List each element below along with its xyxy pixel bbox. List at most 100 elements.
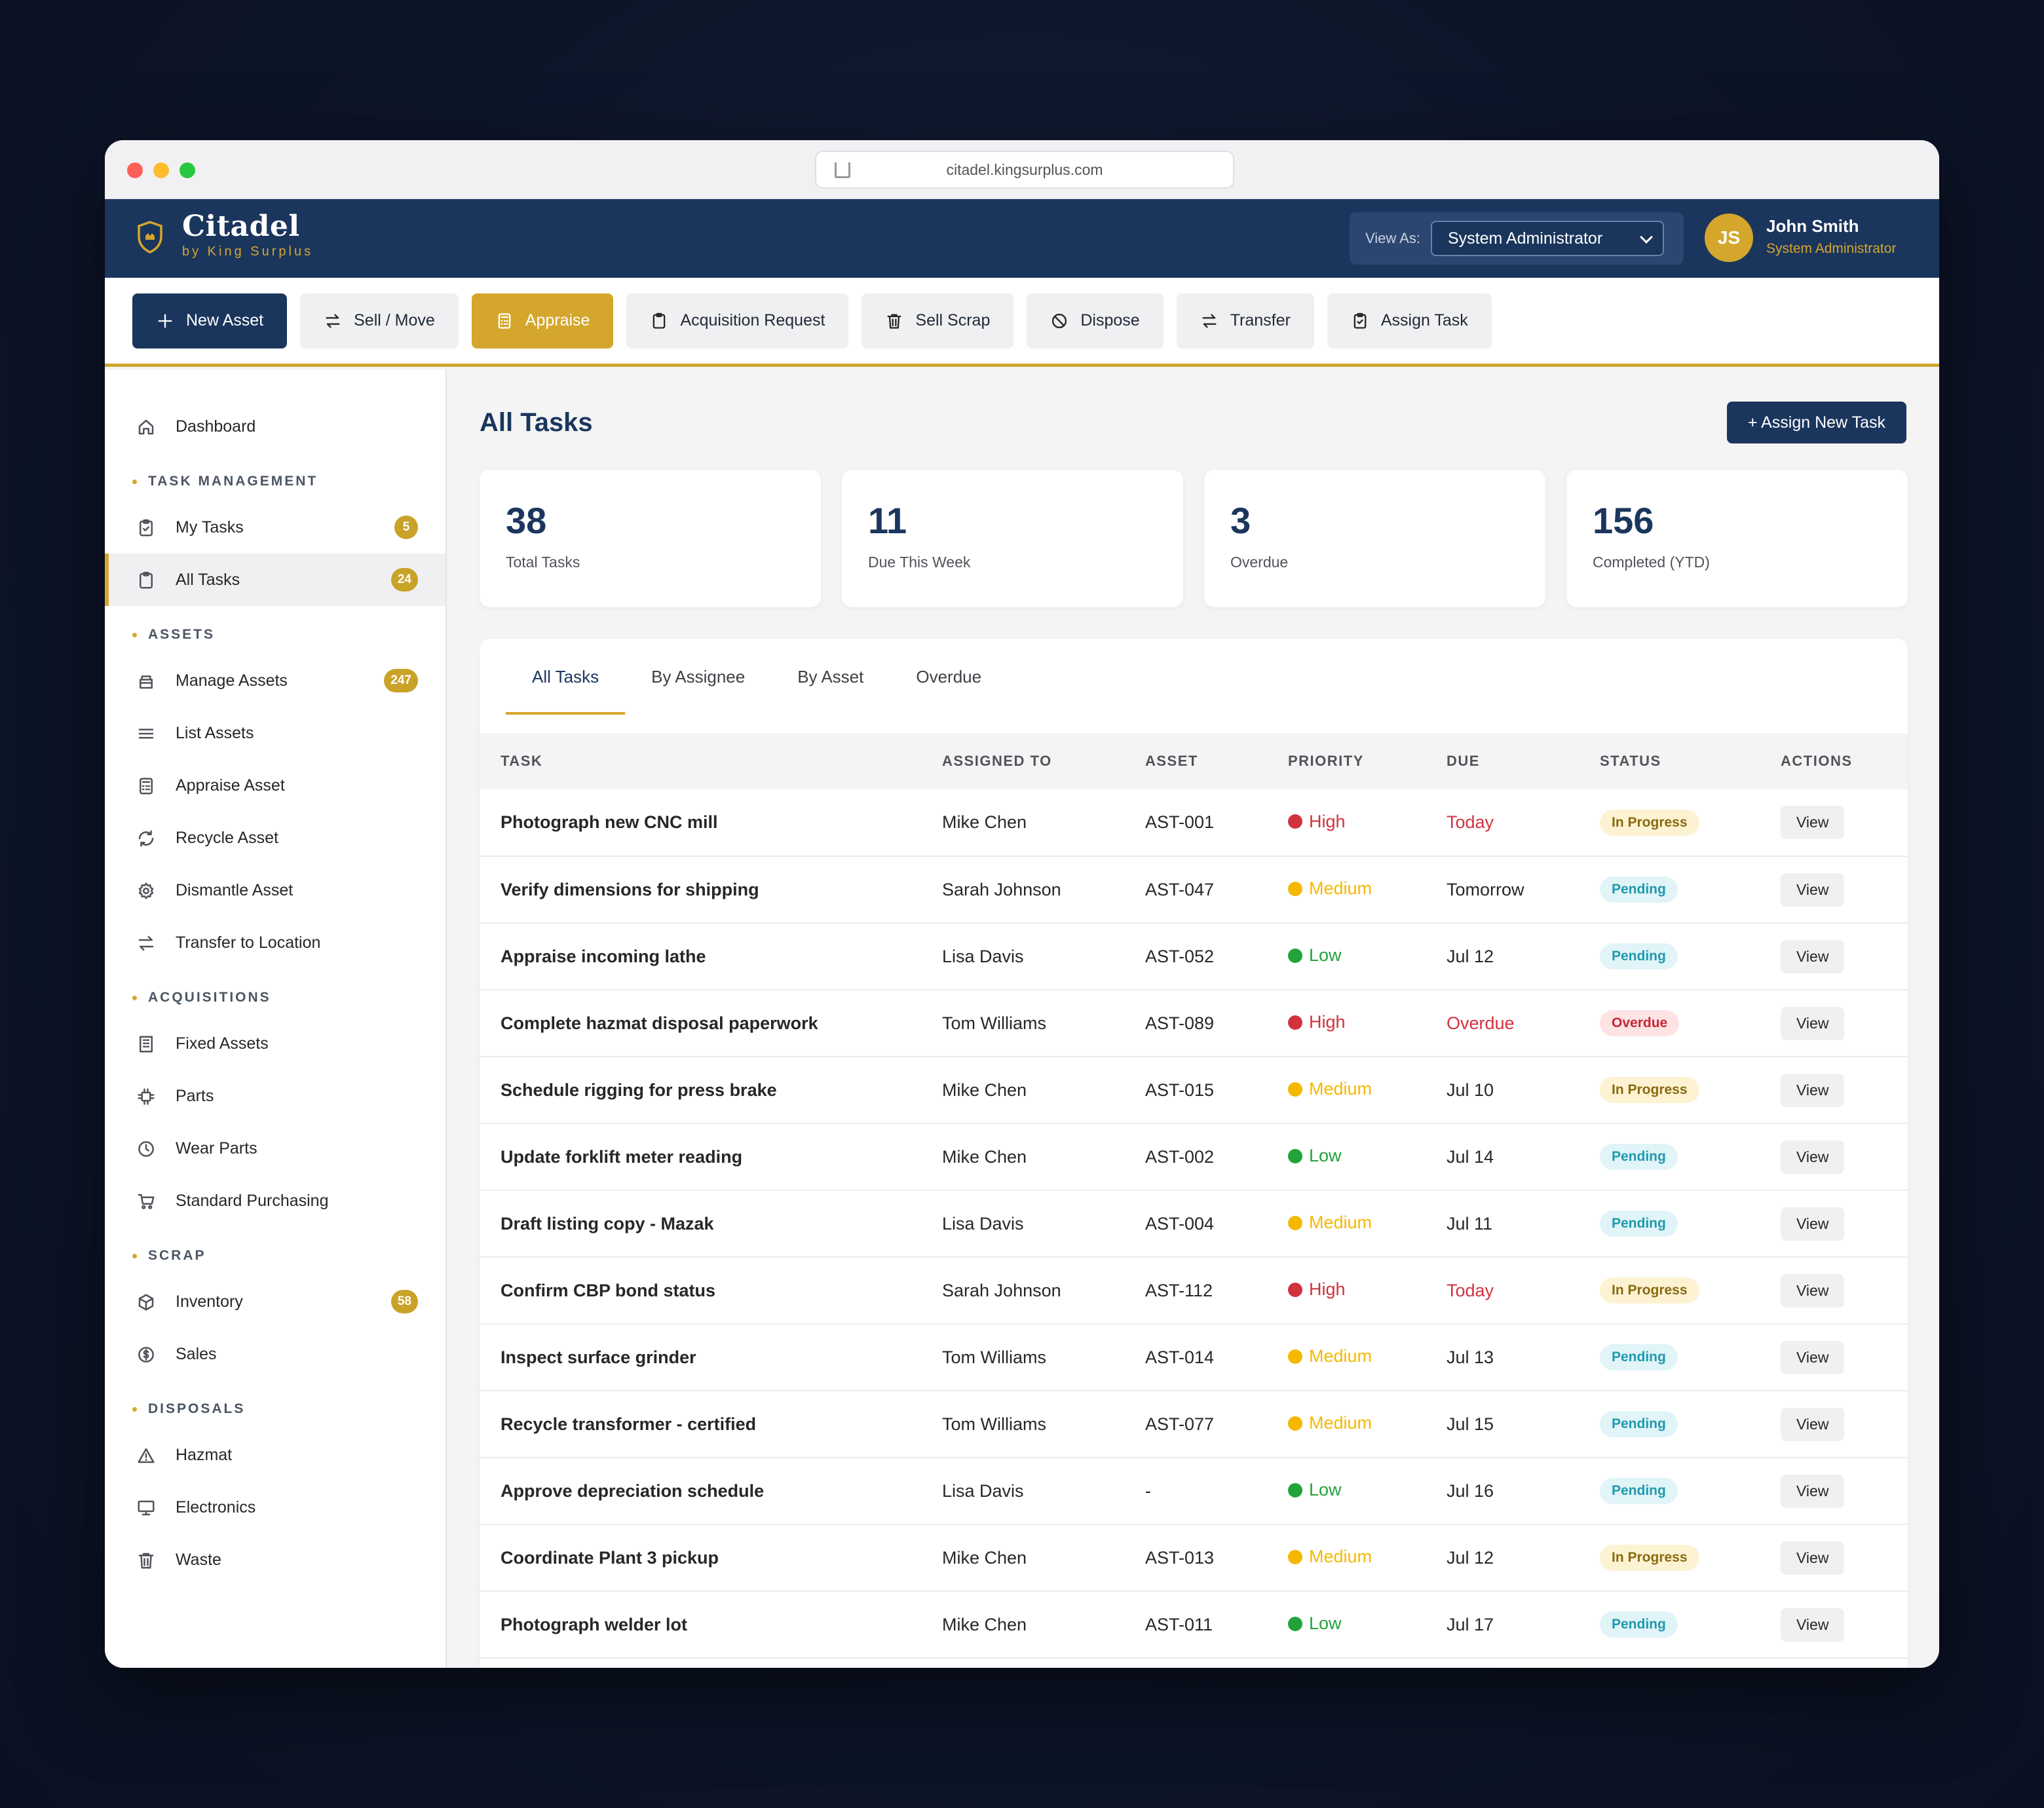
new-asset-button[interactable]: New Asset [132,293,288,348]
sidebar-item-label: Manage Assets [176,671,288,690]
sidebar-item-fixed-assets[interactable]: Fixed Assets [105,1017,445,1070]
priority-label: Medium [1309,1346,1372,1366]
table-row[interactable]: Recycle transformer - certified Tom Willi… [480,1391,1908,1458]
view-button[interactable]: View [1781,806,1845,839]
view-as-value: System Administrator [1447,229,1603,248]
tab-by-assignee[interactable]: By Assignee [651,666,746,687]
view-as-select[interactable]: System Administrator [1430,221,1664,256]
column-header-due[interactable]: DUE [1447,753,1480,769]
sell-scrap-button[interactable]: Sell Scrap [861,293,1014,348]
column-header-task[interactable]: TASK [501,753,543,769]
address-bar[interactable]: citadel.kingsurplus.com [815,151,1234,189]
table-row[interactable]: Confirm CBP bond status Sarah Johnson AST-… [480,1257,1908,1325]
view-as-control: View As: System Administrator [1350,212,1684,265]
clipboard-icon [140,571,153,589]
sidebar-item-waste[interactable]: Waste [105,1534,445,1586]
assign-new-task-button[interactable]: + Assign New Task [1726,402,1906,443]
view-button[interactable]: View [1781,1273,1845,1308]
close-window-button[interactable] [127,162,143,178]
avatar[interactable]: JS [1705,214,1753,262]
appraise-button[interactable]: Appraise [471,293,614,348]
view-button[interactable]: View [1781,873,1845,907]
table-row[interactable]: Inspect surface grinder Tom Williams AST-0… [480,1324,1908,1391]
sidebar-item-standard-purchasing[interactable]: Standard Purchasing [105,1175,445,1227]
view-button[interactable]: View [1781,1474,1845,1508]
maximize-window-button[interactable] [180,162,195,178]
status-badge: In Progress [1600,1277,1699,1304]
table-row[interactable]: Draft listing copy - Mazak Lisa Davis AST-… [480,1190,1908,1258]
sidebar-item-dashboard[interactable]: Dashboard [105,400,445,453]
task-name: Appraise incoming lathe [480,923,942,990]
view-button[interactable]: View [1781,1608,1845,1642]
sidebar-item-electronics[interactable]: Electronics [105,1481,445,1534]
table-row[interactable]: Approve depreciation schedule Lisa Davis -… [480,1458,1908,1525]
table-row[interactable]: Complete hazmat disposal paperwork Tom Wi… [480,990,1908,1057]
view-button[interactable]: View [1781,939,1845,973]
sidebar-item-dismantle-asset[interactable]: Dismantle Asset [105,864,445,916]
minimize-window-button[interactable] [153,162,169,178]
stat-value: 38 [506,500,547,541]
status-cell: Overdue [1600,990,1781,1057]
transfer-button[interactable]: Transfer [1176,293,1314,348]
status-badge: Pending [1600,1611,1678,1638]
table-row[interactable]: Photograph new CNC mill Mike Chen AST-001 H… [480,789,1908,857]
table-row[interactable]: Appraise incoming lathe Lisa Davis AST-052… [480,923,1908,990]
stat-label: Overdue [1230,554,1289,571]
column-header-status[interactable]: STATUS [1600,753,1661,769]
priority-cell: Medium [1288,1391,1447,1458]
tab-by-asset[interactable]: By Asset [797,666,864,687]
tab-all-tasks[interactable]: All Tasks [506,639,626,715]
sidebar-item-sales[interactable]: Sales [105,1328,445,1380]
sidebar-item-recycle-asset[interactable]: Recycle Asset [105,812,445,864]
column-header-priority[interactable]: PRIORITY [1288,753,1364,769]
sidebar-item-manage-assets[interactable]: Manage Assets 247 [105,654,445,707]
column-header-actions[interactable]: ACTIONS [1781,753,1853,769]
view-button[interactable]: View [1781,1140,1845,1174]
view-button[interactable]: View [1781,1340,1845,1374]
status-badge: Pending [1600,1411,1678,1437]
sidebar-item-wear-parts[interactable]: Wear Parts [105,1122,445,1175]
sidebar-item-list-assets[interactable]: List Assets [105,707,445,759]
sidebar-item-inventory[interactable]: Inventory 58 [105,1275,445,1328]
table-row[interactable]: Photograph welder lot Mike Chen AST-011 Low… [480,1591,1908,1659]
task-name: Complete hazmat disposal paperwork [480,990,942,1057]
column-header-assigned-to[interactable]: ASSIGNED TO [942,753,1052,769]
priority-dot-icon [1288,1616,1302,1631]
sidebar-item-parts[interactable]: Parts [105,1070,445,1122]
priority-cell: Medium [1288,1324,1447,1391]
status-cell: Pending [1600,1458,1781,1525]
acquisition-request-button[interactable]: Acquisition Request [626,293,849,348]
table-row[interactable]: Verify dimensions for shipping Sarah John… [480,856,1908,924]
view-button[interactable]: View [1781,1407,1845,1441]
dispose-button[interactable]: Dispose [1027,293,1164,348]
view-button[interactable]: View [1781,1006,1845,1040]
actions-cell: View [1781,990,1908,1057]
tasks-card: All Tasks By Assignee By Asset Overdue TASK… [480,639,1908,1668]
assign-task-button[interactable]: Assign Task [1327,293,1492,348]
priority-dot-icon [1288,1082,1302,1097]
sell-move-button[interactable]: Sell / Move [300,293,459,348]
assignee: Sarah Johnson [942,1257,1145,1325]
table-row[interactable]: Coordinate Plant 3 pickup Mike Chen AST-01… [480,1524,1908,1592]
sidebar-item-label: Hazmat [176,1445,233,1464]
sidebar-item-all-tasks[interactable]: All Tasks 24 [105,554,445,606]
view-button[interactable]: View [1781,1073,1845,1107]
sidebar-item-appraise-asset[interactable]: Appraise Asset [105,759,445,812]
trash-icon [887,314,901,329]
sidebar-item-transfer-to-location[interactable]: Transfer to Location [105,916,445,969]
stat-card-total-tasks: 38 Total Tasks [480,470,821,607]
sidebar-item-hazmat[interactable]: Hazmat [105,1429,445,1481]
sidebar-item-label: Parts [176,1086,214,1105]
table-row[interactable]: Schedule rigging for press brake Mike Che… [480,1057,1908,1124]
due-date: Jul 12 [1447,1524,1600,1592]
priority-dot-icon [1288,814,1302,829]
ban-icon [1052,313,1067,328]
table-row[interactable]: Update forklift meter reading Mike Chen AS… [480,1123,1908,1191]
tab-overdue[interactable]: Overdue [916,666,982,687]
view-button[interactable]: View [1781,1207,1845,1241]
table-header: TASK ASSIGNED TO ASSET PRIORITY DUE STATUS ACT… [480,733,1908,789]
column-header-asset[interactable]: ASSET [1145,753,1198,769]
view-button[interactable]: View [1781,1541,1845,1575]
sidebar-item-my-tasks[interactable]: My Tasks 5 [105,501,445,554]
monitor-icon [138,1500,155,1516]
